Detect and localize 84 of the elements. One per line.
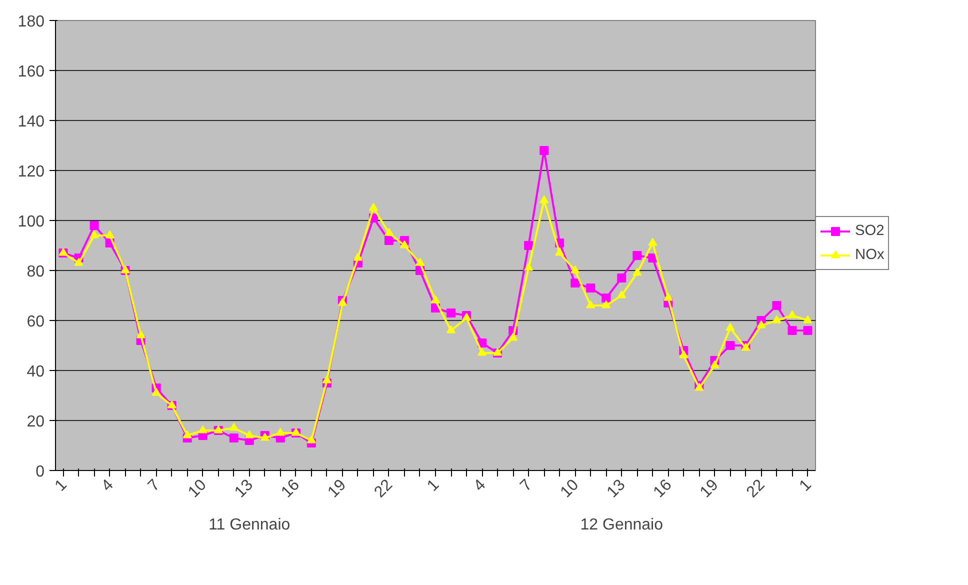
x-tick-label: 1 — [52, 476, 70, 495]
point — [602, 294, 611, 302]
x-tick-label: 16 — [278, 476, 304, 502]
point — [586, 300, 596, 308]
point — [772, 301, 782, 310]
y-tick-label: 160 — [18, 64, 45, 80]
point — [648, 238, 658, 246]
x-tick-label: 7 — [145, 476, 164, 495]
point — [617, 274, 626, 282]
point — [478, 348, 487, 356]
point — [555, 248, 564, 256]
point — [353, 252, 362, 261]
point — [602, 300, 611, 308]
point — [105, 230, 114, 238]
point — [570, 265, 580, 274]
y-tick-label: 120 — [18, 164, 45, 180]
point — [90, 230, 99, 238]
point — [182, 430, 192, 438]
point — [74, 258, 84, 266]
point — [524, 262, 534, 271]
x-tick-label: 19 — [697, 476, 722, 502]
point — [540, 195, 549, 204]
point — [756, 320, 766, 328]
point — [664, 292, 673, 301]
y-tick-label: 20 — [26, 414, 45, 430]
point — [198, 425, 208, 434]
point — [276, 428, 285, 436]
point — [244, 430, 254, 438]
point — [446, 325, 456, 334]
x-tick-label: 22 — [744, 476, 768, 502]
x-tick-label: 13 — [604, 476, 629, 502]
point — [726, 341, 735, 350]
x-tick-label: 7 — [517, 476, 536, 495]
point — [322, 375, 332, 384]
point — [632, 251, 642, 260]
point — [803, 315, 812, 324]
point — [152, 388, 161, 396]
point — [431, 295, 440, 304]
point — [446, 308, 456, 318]
x-tick-label: 10 — [185, 476, 210, 502]
x-tick-label: 10 — [558, 476, 582, 502]
point — [632, 268, 642, 276]
point — [400, 240, 409, 248]
point — [229, 434, 238, 442]
y-tick-label: 180 — [18, 14, 45, 30]
point — [229, 422, 238, 431]
point — [508, 332, 518, 341]
point — [617, 290, 626, 298]
point — [586, 284, 596, 292]
point — [136, 330, 146, 338]
x-tick-label: 4 — [470, 476, 490, 495]
point — [803, 326, 812, 335]
point — [710, 360, 720, 368]
legend-label: NOx — [855, 247, 884, 263]
y-tick-label: 140 — [18, 114, 45, 130]
x-tick-label: 1 — [796, 476, 815, 495]
x-tick-label: 22 — [371, 476, 396, 502]
text: 12 Gennaio — [580, 516, 664, 534]
point — [306, 435, 316, 444]
point — [540, 146, 549, 155]
x-tick-label: 19 — [324, 476, 350, 502]
point — [788, 326, 797, 335]
y-tick-label: 80 — [26, 264, 45, 280]
point — [524, 241, 534, 250]
x-tick-label: 4 — [98, 476, 117, 495]
x-tick-label: 16 — [650, 476, 676, 502]
point — [772, 315, 782, 324]
x-tick-label: 1 — [424, 476, 443, 495]
point — [788, 310, 797, 318]
point — [570, 278, 580, 288]
point — [384, 228, 394, 236]
point — [415, 258, 424, 266]
y-tick-label: 100 — [18, 214, 45, 230]
y-tick-label: 60 — [26, 314, 45, 330]
point — [368, 202, 378, 211]
point — [384, 236, 394, 245]
y-tick-label: 40 — [26, 364, 45, 380]
text: 11 Gennaio — [208, 516, 290, 534]
point — [726, 322, 735, 331]
y-tick-label: 0 — [36, 464, 45, 480]
point — [90, 221, 99, 230]
legend-label: SO2 — [855, 223, 884, 239]
point — [679, 350, 688, 358]
x-tick-label: 13 — [232, 476, 257, 502]
